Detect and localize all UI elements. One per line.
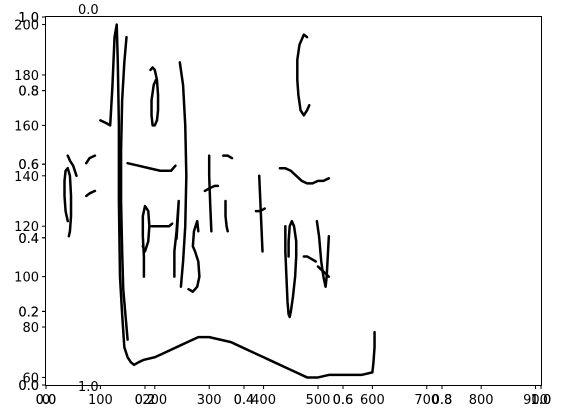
y-tick-label-primary: 60 — [22, 371, 39, 386]
series-line-stroke-18 — [257, 174, 264, 253]
series-line-stroke-4 — [85, 154, 97, 165]
y-tick-label-primary: 200 — [14, 19, 39, 34]
series-line-stroke-8 — [126, 161, 177, 173]
plot-frame — [45, 16, 542, 386]
x-tick-label-primary: 500 — [306, 393, 331, 408]
stray-bottom-label: 1.0 — [78, 380, 99, 395]
y-tick-label-overlay: 0.4 — [18, 232, 39, 247]
y-tick-label-overlay: 0.8 — [18, 85, 39, 100]
tick-layer: 0 100 200 300 400 500 600 700 800 900 60 80 100 120 14… — [14, 11, 551, 408]
y-tick-label-overlay: 0.6 — [18, 158, 39, 173]
x-tick-label-overlay: 0.6 — [333, 393, 354, 408]
y-tick-label-overlay: 1.0 — [18, 11, 39, 26]
series-line-stroke-9 — [141, 204, 151, 278]
x-tick-label-overlay: 0.4 — [234, 393, 255, 408]
series-line-stroke-19 — [254, 207, 266, 213]
x-tick-label-primary: 700 — [414, 393, 439, 408]
series-line-stroke-17 — [224, 199, 229, 233]
x-tick-label-primary: 300 — [197, 393, 222, 408]
y-tick-label-overlay: 1.0 — [18, 11, 39, 26]
series-line-stroke-22 — [284, 219, 298, 319]
y-tick-label-overlay: 0.2 — [18, 305, 39, 320]
x-tick-label-primary: 900 — [523, 393, 548, 408]
handwriting-strokes — [63, 23, 376, 379]
series-line-stroke-25 — [316, 265, 331, 278]
x-tick-label-overlay: 0.8 — [432, 393, 453, 408]
series-line-stroke-7 — [149, 66, 160, 127]
y-tick-label-overlay: 0.6 — [18, 158, 39, 173]
y-tick-label-overlay: 0.0 — [18, 379, 39, 394]
x-tick-label-overlay: 0.8 — [432, 393, 453, 408]
y-tick-label-primary: 180 — [14, 69, 39, 84]
x-tick-label-primary: 600 — [360, 393, 385, 408]
series-line-stroke-5 — [99, 23, 376, 379]
series-line-stroke-23 — [302, 255, 318, 263]
x-tick-label-overlay: 1.0 — [531, 393, 552, 408]
series-line-stroke-16 — [222, 154, 234, 160]
series-line-stroke-2 — [66, 154, 78, 178]
y-tick-label-primary: 80 — [22, 321, 39, 336]
series-line-stroke-11 — [173, 199, 180, 278]
series-line-stroke-1 — [63, 166, 73, 238]
y-tick-label-primary: 160 — [14, 119, 39, 134]
x-tick-label-primary: 100 — [88, 393, 113, 408]
x-tick-label-overlay: 0.6 — [333, 393, 354, 408]
series-line-stroke-13 — [178, 61, 188, 288]
x-tick-label-overlay: 1.0 — [531, 393, 552, 408]
series-line-stroke-15 — [203, 184, 220, 193]
y-tick-label-overlay: 0.0 — [18, 379, 39, 394]
x-tick-label-primary: 400 — [251, 393, 276, 408]
x-tick-label-primary: 0 — [42, 393, 50, 408]
series-line-stroke-12 — [187, 219, 201, 293]
series-line-stroke-14 — [207, 154, 213, 233]
y-tick-label-primary: 120 — [14, 220, 39, 235]
x-tick-label-overlay: 0.0 — [36, 393, 57, 408]
x-tick-label-overlay: 0.4 — [234, 393, 255, 408]
x-tick-label-overlay: 0.2 — [135, 393, 156, 408]
y-tick-label-overlay: 0.2 — [18, 305, 39, 320]
series-line-stroke-21 — [278, 166, 331, 185]
y-tick-label-overlay: 0.4 — [18, 232, 39, 247]
series-line-stroke-10 — [150, 222, 174, 228]
series-line-stroke-6 — [119, 35, 129, 341]
y-tick-label-overlay: 0.8 — [18, 85, 39, 100]
x-tick-label-primary: 800 — [469, 393, 494, 408]
stray-top-label: 0.0 — [78, 3, 99, 18]
x-tick-label-overlay: 0.0 — [36, 393, 57, 408]
series-line-stroke-3 — [85, 189, 97, 198]
x-tick-label-primary: 200 — [142, 393, 167, 408]
series-line-stroke-24 — [315, 219, 331, 288]
y-tick-label-primary: 100 — [14, 271, 39, 286]
y-tick-label-primary: 140 — [14, 170, 39, 185]
x-tick-label-overlay: 0.2 — [135, 393, 156, 408]
series-line-stroke-20 — [296, 33, 311, 117]
